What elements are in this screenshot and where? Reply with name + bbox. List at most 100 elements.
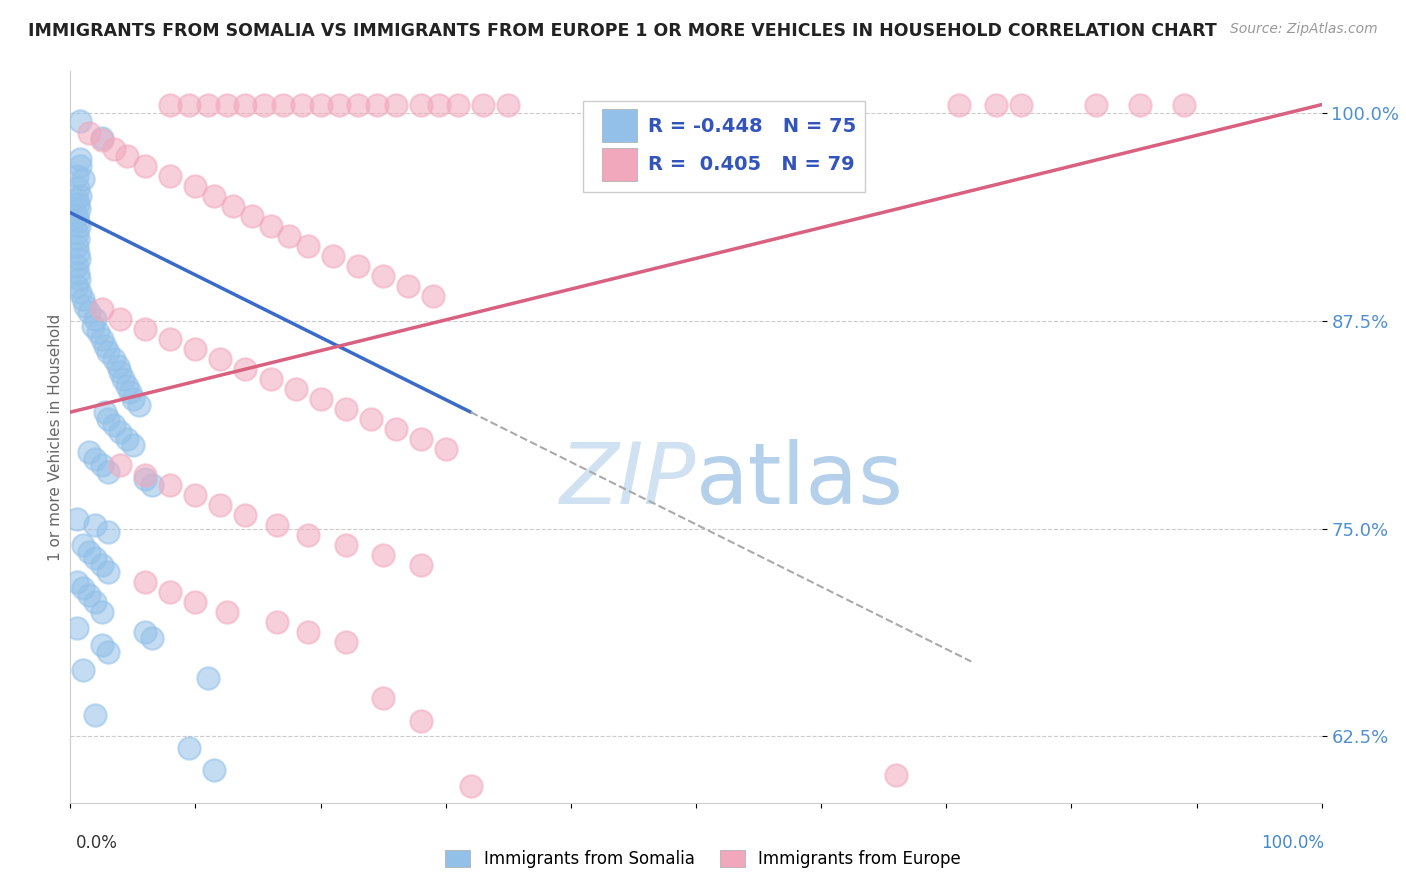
Point	[159, 584, 181, 599]
Point	[371, 691, 394, 706]
Point	[460, 779, 482, 793]
Point	[202, 763, 225, 777]
Point	[209, 498, 232, 512]
Point	[179, 97, 201, 112]
Point	[1129, 97, 1152, 112]
Point	[409, 558, 432, 572]
Point	[215, 605, 238, 619]
Point	[69, 189, 91, 203]
Point	[84, 707, 107, 722]
Point	[335, 401, 357, 416]
FancyBboxPatch shape	[583, 101, 865, 192]
Legend: Immigrants from Somalia, Immigrants from Europe: Immigrants from Somalia, Immigrants from…	[439, 843, 967, 875]
Point	[222, 199, 245, 213]
Point	[75, 299, 97, 313]
Point	[141, 631, 163, 645]
Point	[1010, 97, 1032, 112]
Point	[103, 351, 125, 366]
Point	[409, 714, 432, 729]
Point	[179, 740, 201, 755]
Point	[90, 638, 112, 652]
Point	[65, 621, 87, 635]
Point	[309, 97, 332, 112]
Point	[1085, 97, 1108, 112]
Point	[72, 582, 94, 596]
Point	[66, 232, 89, 246]
Point	[72, 538, 94, 552]
Point	[87, 326, 110, 340]
Text: atlas: atlas	[696, 440, 904, 523]
Text: R = -0.448   N = 75: R = -0.448 N = 75	[648, 117, 856, 136]
Point	[84, 518, 107, 533]
Point	[159, 169, 181, 183]
Point	[72, 172, 94, 186]
Bar	[602, 148, 637, 181]
Point	[184, 179, 207, 194]
Point	[409, 432, 432, 446]
Point	[107, 359, 129, 373]
Point	[371, 548, 394, 562]
Point	[134, 322, 156, 336]
Point	[134, 472, 156, 486]
Point	[65, 192, 87, 206]
Bar	[602, 110, 637, 143]
Point	[65, 511, 87, 525]
Text: IMMIGRANTS FROM SOMALIA VS IMMIGRANTS FROM EUROPE 1 OR MORE VEHICLES IN HOUSEHOL: IMMIGRANTS FROM SOMALIA VS IMMIGRANTS FR…	[28, 22, 1216, 40]
Point	[94, 338, 117, 352]
Point	[110, 312, 132, 326]
Point	[447, 97, 470, 112]
Point	[72, 292, 94, 306]
Point	[90, 458, 112, 473]
Point	[134, 574, 156, 589]
Point	[498, 97, 520, 112]
Point	[110, 365, 132, 379]
Point	[97, 644, 120, 658]
Point	[266, 615, 288, 629]
Point	[122, 438, 145, 452]
Point	[94, 405, 117, 419]
Point	[84, 312, 107, 326]
Point	[69, 285, 91, 300]
Point	[134, 468, 156, 483]
Point	[266, 518, 288, 533]
Point	[84, 594, 107, 608]
Point	[235, 362, 257, 376]
Point	[322, 249, 344, 263]
Point	[65, 278, 87, 293]
Point	[371, 268, 394, 283]
Point	[184, 594, 207, 608]
Point	[259, 219, 281, 233]
Point	[67, 252, 90, 267]
Point	[66, 197, 89, 211]
Point	[97, 524, 120, 539]
Point	[209, 351, 232, 366]
Point	[235, 508, 257, 523]
Point	[115, 432, 138, 446]
Point	[84, 451, 107, 466]
Point	[335, 538, 357, 552]
Point	[69, 159, 91, 173]
Point	[235, 97, 257, 112]
Point	[429, 97, 451, 112]
Point	[159, 478, 181, 492]
Point	[202, 189, 225, 203]
Point	[66, 245, 89, 260]
Point	[384, 97, 406, 112]
Point	[66, 180, 89, 194]
Point	[122, 392, 145, 406]
Point	[134, 624, 156, 639]
Point	[297, 624, 319, 639]
Point	[396, 278, 419, 293]
Text: ZIP: ZIP	[560, 440, 696, 523]
Point	[115, 378, 138, 392]
Point	[259, 372, 281, 386]
Point	[103, 418, 125, 433]
Point	[65, 169, 87, 183]
Point	[77, 126, 100, 140]
Point	[90, 558, 112, 572]
Point	[297, 239, 319, 253]
Point	[366, 97, 388, 112]
Point	[67, 202, 90, 217]
Point	[347, 97, 370, 112]
Point	[215, 97, 238, 112]
